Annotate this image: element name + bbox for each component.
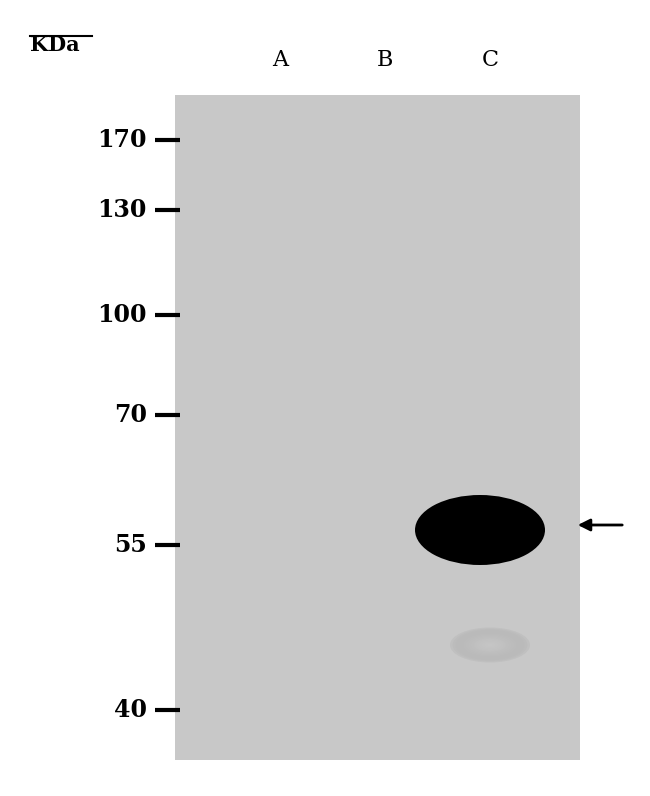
Text: 55: 55 — [114, 533, 147, 557]
Ellipse shape — [469, 525, 491, 536]
Ellipse shape — [478, 529, 482, 531]
Ellipse shape — [471, 525, 489, 535]
Ellipse shape — [434, 505, 525, 555]
Ellipse shape — [474, 638, 506, 652]
Ellipse shape — [463, 521, 497, 540]
Ellipse shape — [445, 511, 515, 548]
Bar — [175, 95, 580, 760]
Text: C: C — [482, 49, 499, 71]
Ellipse shape — [443, 510, 517, 550]
Ellipse shape — [419, 498, 541, 563]
Text: KDa: KDa — [30, 35, 79, 55]
Ellipse shape — [430, 503, 530, 557]
Text: 130: 130 — [98, 198, 147, 222]
Ellipse shape — [458, 518, 502, 541]
Ellipse shape — [476, 639, 503, 651]
Ellipse shape — [452, 629, 527, 661]
Ellipse shape — [469, 636, 512, 654]
Ellipse shape — [479, 640, 501, 650]
Ellipse shape — [476, 528, 484, 533]
Text: 40: 40 — [114, 698, 147, 722]
Ellipse shape — [428, 502, 532, 558]
Ellipse shape — [432, 505, 528, 556]
Ellipse shape — [458, 631, 522, 659]
Ellipse shape — [471, 637, 509, 654]
Ellipse shape — [460, 520, 499, 540]
Ellipse shape — [417, 496, 543, 564]
Ellipse shape — [426, 501, 534, 559]
Text: B: B — [377, 49, 393, 71]
Ellipse shape — [415, 495, 545, 565]
Ellipse shape — [447, 513, 512, 548]
Ellipse shape — [461, 632, 519, 657]
Ellipse shape — [466, 634, 514, 655]
Ellipse shape — [463, 634, 517, 657]
Text: 100: 100 — [98, 303, 147, 327]
Text: 170: 170 — [98, 128, 147, 152]
Ellipse shape — [488, 644, 493, 646]
Ellipse shape — [452, 515, 508, 545]
Ellipse shape — [441, 509, 519, 551]
Ellipse shape — [454, 516, 506, 544]
Ellipse shape — [439, 508, 521, 552]
Ellipse shape — [421, 498, 538, 561]
Ellipse shape — [456, 517, 504, 543]
Ellipse shape — [465, 522, 495, 538]
Ellipse shape — [467, 523, 493, 537]
Ellipse shape — [437, 507, 523, 553]
Ellipse shape — [424, 500, 536, 560]
Text: A: A — [272, 49, 288, 71]
Ellipse shape — [473, 526, 486, 533]
Ellipse shape — [450, 627, 530, 662]
Ellipse shape — [482, 642, 498, 649]
Text: 70: 70 — [114, 403, 147, 427]
Ellipse shape — [450, 513, 510, 546]
Ellipse shape — [456, 630, 525, 660]
Ellipse shape — [485, 642, 495, 647]
